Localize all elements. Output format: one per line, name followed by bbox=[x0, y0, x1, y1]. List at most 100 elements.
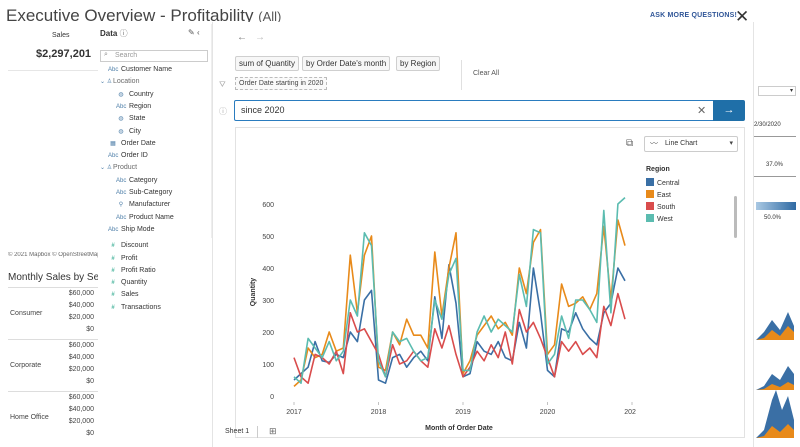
clear-query-icon[interactable]: ✕ bbox=[697, 105, 707, 117]
date-value: 2/30/2020 bbox=[754, 122, 781, 128]
abc-icon: Abc bbox=[116, 103, 127, 110]
field-profit-ratio[interactable]: # Profit Ratio bbox=[108, 267, 155, 274]
query-pill[interactable]: by Order Date's month bbox=[302, 56, 391, 71]
legend-swatch bbox=[646, 190, 654, 198]
close-icon[interactable]: ✕ bbox=[735, 7, 750, 26]
segment-axis-tick: $0 bbox=[86, 326, 94, 333]
legend-item[interactable]: West bbox=[646, 214, 673, 223]
field-label: State bbox=[129, 115, 146, 123]
segment-axis-tick: $20,000 bbox=[68, 314, 94, 321]
new-sheet-icon[interactable]: ⊞ bbox=[269, 426, 277, 436]
field-label: Country bbox=[129, 90, 154, 98]
link-icon: ⚲ bbox=[118, 202, 124, 209]
legend-item[interactable]: East bbox=[646, 190, 671, 199]
data-search-input[interactable]: Search bbox=[100, 50, 208, 62]
field-product[interactable]: ⌄ ♙Product bbox=[100, 164, 137, 171]
y-axis-label: Quantity bbox=[250, 278, 257, 306]
field-sales[interactable]: # Sales bbox=[108, 291, 139, 299]
legend-label: East bbox=[657, 192, 672, 199]
segment-axis-tick: $0 bbox=[86, 378, 94, 385]
segment-axis-tick: $0 bbox=[86, 430, 94, 437]
segment-axis-tick: $60,000 bbox=[68, 290, 94, 297]
x-tick-label: 2019 bbox=[455, 409, 471, 416]
field-sub-category[interactable]: Abc Sub-Category bbox=[116, 189, 172, 196]
query-input[interactable]: since 2020 ✕ → bbox=[234, 100, 745, 121]
y-tick-label: 600 bbox=[262, 202, 274, 209]
clear-all-button[interactable]: Clear All bbox=[473, 70, 500, 77]
query-text[interactable]: since 2020 bbox=[241, 105, 285, 115]
series-line-south[interactable] bbox=[293, 292, 626, 384]
query-pill[interactable]: by Region bbox=[396, 56, 441, 71]
field-customer-name[interactable]: Abc Customer Name bbox=[108, 66, 172, 73]
field-region[interactable]: Abc Region bbox=[116, 103, 151, 110]
field-order-date[interactable]: ▦ Order Date bbox=[108, 139, 156, 147]
ramp-value: 50.0% bbox=[764, 215, 782, 221]
edit-icon[interactable]: ✎ bbox=[188, 28, 195, 37]
ask-more-questions-link[interactable]: ASK MORE QUESTIONS! bbox=[650, 12, 738, 19]
field-city[interactable]: ◍ City bbox=[116, 128, 141, 135]
hierarchy-icon: ⌄ ♙ bbox=[100, 165, 113, 172]
field-product-name[interactable]: Abc Product Name bbox=[116, 214, 174, 221]
field-label: Transactions bbox=[121, 303, 161, 311]
field-label: City bbox=[129, 127, 142, 135]
filter-pill[interactable]: Order Date starting in 2020 bbox=[235, 77, 328, 90]
help-icon: ⓘ bbox=[219, 107, 227, 116]
field-quantity[interactable]: # Quantity bbox=[108, 279, 147, 286]
line-chart-icon: 〰 bbox=[650, 139, 658, 148]
field-ship-mode[interactable]: Abc Ship Mode bbox=[108, 226, 154, 233]
field-location[interactable]: ⌄ ♙Location bbox=[100, 78, 139, 85]
segment-sparkline-areas bbox=[756, 312, 794, 438]
field-label: Profit bbox=[121, 254, 138, 262]
field-state[interactable]: ◍ State bbox=[116, 115, 145, 122]
date-slider[interactable] bbox=[754, 136, 796, 137]
field-transactions[interactable]: # Transactions bbox=[108, 303, 161, 311]
y-tick-label: 100 bbox=[262, 362, 274, 369]
measure-icon: # bbox=[111, 255, 115, 262]
viz-type-select[interactable]: 〰 Line Chart ▾ bbox=[644, 136, 738, 152]
field-discount[interactable]: # Discount bbox=[108, 242, 148, 249]
forward-arrow-icon[interactable]: → bbox=[255, 32, 265, 43]
field-label: Sales bbox=[121, 291, 139, 299]
segment-axis-tick: $60,000 bbox=[68, 342, 94, 349]
color-ramp bbox=[756, 202, 796, 210]
field-order-id[interactable]: Abc Order ID bbox=[108, 152, 148, 159]
field-profit[interactable]: # Profit bbox=[108, 255, 137, 262]
field-country[interactable]: ◍ Country bbox=[116, 90, 154, 98]
abc-icon: Abc bbox=[116, 190, 127, 196]
series-line-west[interactable] bbox=[293, 197, 626, 384]
field-label: Manufacturer bbox=[129, 201, 171, 209]
segment-name: Corporate bbox=[10, 362, 42, 369]
legend-scrollbar[interactable] bbox=[734, 196, 737, 238]
back-arrow-icon[interactable]: ← bbox=[237, 32, 247, 43]
monthly-sales-title: Monthly Sales by Segment bbox=[8, 272, 98, 283]
ratio-slider[interactable] bbox=[754, 176, 796, 177]
globe-icon: ◍ bbox=[118, 128, 124, 135]
field-label: Product Name bbox=[129, 213, 174, 221]
abc-icon: Abc bbox=[108, 153, 119, 160]
field-label: Sub-Category bbox=[129, 189, 173, 196]
field-manufacturer[interactable]: ⚲ Manufacturer bbox=[116, 201, 170, 208]
data-pane-header: Data ⓘ bbox=[100, 29, 128, 38]
submit-query-button[interactable]: → bbox=[713, 100, 745, 121]
field-category[interactable]: Abc Category bbox=[116, 177, 157, 184]
chevron-down-icon[interactable]: ▾ bbox=[758, 86, 796, 96]
segment-row: Home Office $60,000 $40,000 $20,000 $0 bbox=[8, 391, 98, 443]
dashboard-title: Executive Overview - Profitability (All) bbox=[6, 6, 282, 25]
sheet-tab[interactable]: Sheet 1 bbox=[225, 428, 250, 435]
segment-axis-tick: $40,000 bbox=[68, 406, 94, 413]
abc-icon: Abc bbox=[108, 67, 119, 73]
divider bbox=[257, 426, 258, 438]
info-icon[interactable]: ⓘ bbox=[119, 29, 128, 38]
legend-item[interactable]: South bbox=[646, 202, 675, 211]
query-pill[interactable]: sum of Quantity bbox=[235, 56, 300, 71]
calendar-icon: ▦ bbox=[110, 140, 116, 147]
field-label: Order Date bbox=[121, 139, 156, 147]
show-me-icon[interactable]: ⧉ bbox=[626, 138, 634, 149]
legend-item[interactable]: Central bbox=[646, 178, 680, 187]
data-pane-tools: ✎ ‹ bbox=[188, 28, 200, 37]
collapse-icon[interactable]: ‹ bbox=[196, 28, 200, 37]
kpi-label: Sales bbox=[52, 32, 70, 39]
hierarchy-icon: ⌄ ♙ bbox=[100, 79, 113, 86]
measure-icon: # bbox=[111, 292, 115, 299]
x-tick-label: 2017 bbox=[286, 409, 302, 416]
